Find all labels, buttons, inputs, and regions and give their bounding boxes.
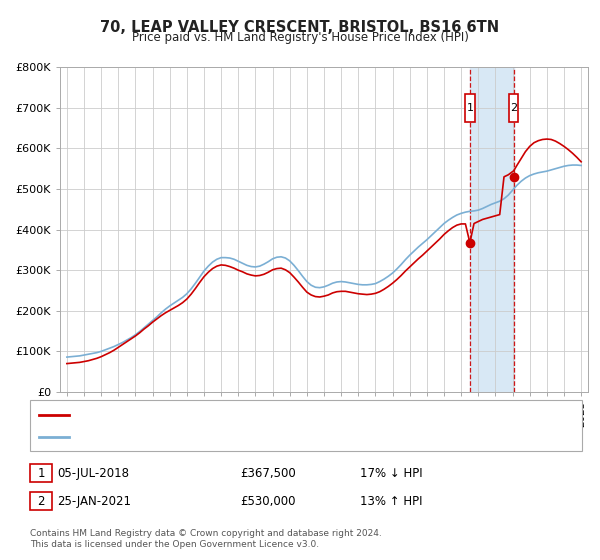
Text: £367,500: £367,500 (240, 466, 296, 480)
Bar (470, 67, 514, 392)
Text: Price paid vs. HM Land Registry's House Price Index (HPI): Price paid vs. HM Land Registry's House … (131, 31, 469, 44)
Text: HPI: Average price, detached house, South Gloucestershire: HPI: Average price, detached house, Sout… (78, 432, 408, 442)
Text: Contains HM Land Registry data © Crown copyright and database right 2024.
This d: Contains HM Land Registry data © Crown c… (30, 529, 382, 549)
Text: 2: 2 (510, 103, 517, 113)
Text: 13% ↑ HPI: 13% ↑ HPI (360, 494, 422, 508)
Text: 1: 1 (466, 103, 473, 113)
Text: 70, LEAP VALLEY CRESCENT, BRISTOL, BS16 6TN: 70, LEAP VALLEY CRESCENT, BRISTOL, BS16 … (100, 20, 500, 35)
Text: 25-JAN-2021: 25-JAN-2021 (57, 494, 131, 508)
Text: 1: 1 (37, 466, 45, 480)
Text: 17% ↓ HPI: 17% ↓ HPI (360, 466, 422, 480)
Bar (509, 94, 518, 122)
Text: 2: 2 (37, 494, 45, 508)
Text: 05-JUL-2018: 05-JUL-2018 (57, 466, 129, 480)
Text: 70, LEAP VALLEY CRESCENT, BRISTOL, BS16 6TN (detached house): 70, LEAP VALLEY CRESCENT, BRISTOL, BS16 … (78, 409, 452, 419)
Text: £530,000: £530,000 (240, 494, 296, 508)
Bar (465, 94, 475, 122)
